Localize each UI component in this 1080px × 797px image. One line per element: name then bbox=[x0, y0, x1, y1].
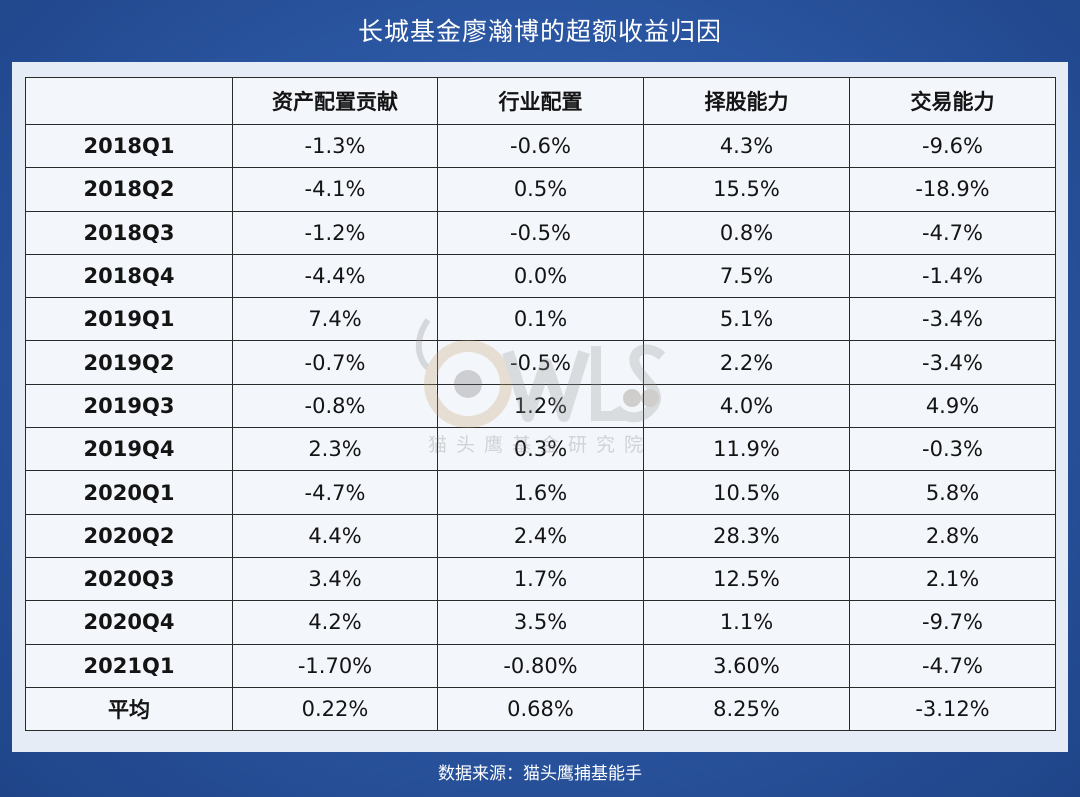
table-cell: 7.4% bbox=[232, 297, 438, 342]
table-cell: 8.25% bbox=[643, 686, 850, 732]
table-cell: 0.22% bbox=[232, 686, 438, 732]
table-row: 2020Q3 3.4% 1.7% 12.5% 2.1% bbox=[25, 556, 1056, 602]
table-cell: -3.4% bbox=[849, 340, 1056, 385]
table-cell: 2.4% bbox=[437, 513, 644, 558]
table-cell: -0.5% bbox=[437, 210, 644, 255]
table-cell: 5.1% bbox=[643, 297, 850, 342]
table-row: 2018Q1 -1.3% -0.6% 4.3% -9.6% bbox=[25, 123, 1056, 169]
table-cell: -1.70% bbox=[232, 643, 438, 688]
table-cell: 3.60% bbox=[643, 643, 850, 688]
table-row: 2019Q3 -0.8% 1.2% 4.0% 4.9% bbox=[25, 383, 1056, 429]
table-row: 2021Q1 -1.70% -0.80% 3.60% -4.7% bbox=[25, 643, 1056, 688]
table-cell: -3.4% bbox=[849, 297, 1056, 342]
table-cell: 4.2% bbox=[232, 600, 438, 645]
table-cell: 2.8% bbox=[849, 513, 1056, 558]
table-row: 2019Q1 7.4% 0.1% 5.1% -3.4% bbox=[25, 297, 1056, 342]
page-title: 长城基金廖瀚博的超额收益归因 bbox=[357, 17, 722, 46]
table-cell: 0.0% bbox=[437, 253, 644, 299]
table-cell: -4.7% bbox=[849, 210, 1056, 255]
table-row: 2019Q4 2.3% 0.3% 11.9% -0.3% bbox=[25, 427, 1056, 472]
row-label: 2018Q1 bbox=[25, 123, 233, 169]
row-label: 2019Q2 bbox=[25, 340, 233, 385]
table-cell: -1.3% bbox=[232, 123, 438, 169]
table-row: 2020Q4 4.2% 3.5% 1.1% -9.7% bbox=[25, 600, 1056, 645]
table-cell: -4.7% bbox=[849, 643, 1056, 688]
row-label: 2018Q4 bbox=[25, 253, 233, 299]
row-label: 平均 bbox=[25, 686, 233, 732]
header-row: 资产配置贡献 行业配置 择股能力 交易能力 bbox=[25, 77, 1056, 125]
table-cell: 11.9% bbox=[643, 427, 850, 472]
table-cell: 0.5% bbox=[437, 167, 644, 212]
row-label: 2021Q1 bbox=[25, 643, 233, 688]
data-source-footer: 数据来源：猫头鹰捕基能手 bbox=[438, 764, 642, 784]
row-label: 2018Q2 bbox=[25, 167, 233, 212]
table-cell: -9.7% bbox=[849, 600, 1056, 645]
table-cell: -18.9% bbox=[849, 167, 1056, 212]
table-cell: 5.8% bbox=[849, 470, 1056, 515]
table-cell: -0.80% bbox=[437, 643, 644, 688]
header-trading: 交易能力 bbox=[849, 77, 1056, 125]
table-cell: 1.1% bbox=[643, 600, 850, 645]
header-asset-allocation: 资产配置贡献 bbox=[232, 77, 438, 125]
table-cell: -1.2% bbox=[232, 210, 438, 255]
table-cell: 4.0% bbox=[643, 383, 850, 429]
table-cell: 28.3% bbox=[643, 513, 850, 558]
table-cell: 0.8% bbox=[643, 210, 850, 255]
row-label: 2020Q2 bbox=[25, 513, 233, 558]
table-cell: 3.5% bbox=[437, 600, 644, 645]
table-cell: 2.1% bbox=[849, 556, 1056, 602]
table-cell: 1.2% bbox=[437, 383, 644, 429]
table-cell: 3.4% bbox=[232, 556, 438, 602]
table-cell: 0.68% bbox=[437, 686, 644, 732]
table-cell: -0.6% bbox=[437, 123, 644, 169]
row-label: 2019Q1 bbox=[25, 297, 233, 342]
table-row: 2018Q2 -4.1% 0.5% 15.5% -18.9% bbox=[25, 167, 1056, 212]
table-cell: 4.9% bbox=[849, 383, 1056, 429]
table-cell: 2.3% bbox=[232, 427, 438, 472]
table-cell: 4.4% bbox=[232, 513, 438, 558]
row-label: 2019Q4 bbox=[25, 427, 233, 472]
header-corner bbox=[25, 77, 233, 125]
table-cell: 4.3% bbox=[643, 123, 850, 169]
table-row: 2020Q1 -4.7% 1.6% 10.5% 5.8% bbox=[25, 470, 1056, 515]
table-cell: -0.8% bbox=[232, 383, 438, 429]
row-label: 2020Q1 bbox=[25, 470, 233, 515]
table-cell: -4.4% bbox=[232, 253, 438, 299]
table-row: 2019Q2 -0.7% -0.5% 2.2% -3.4% bbox=[25, 340, 1056, 385]
table-cell: 10.5% bbox=[643, 470, 850, 515]
table-row: 平均 0.22% 0.68% 8.25% -3.12% bbox=[25, 686, 1056, 732]
table-cell: -4.7% bbox=[232, 470, 438, 515]
table-cell: -3.12% bbox=[849, 686, 1056, 732]
table-cell: 15.5% bbox=[643, 167, 850, 212]
table-cell: 0.1% bbox=[437, 297, 644, 342]
table-cell: 1.7% bbox=[437, 556, 644, 602]
row-label: 2020Q4 bbox=[25, 600, 233, 645]
table-cell: -0.3% bbox=[849, 427, 1056, 472]
attribution-table: 资产配置贡献 行业配置 择股能力 交易能力 2018Q1 -1.3% -0.6% 4.… bbox=[25, 77, 1056, 732]
table-cell: 1.6% bbox=[437, 470, 644, 515]
header-industry-allocation: 行业配置 bbox=[437, 77, 644, 125]
row-label: 2018Q3 bbox=[25, 210, 233, 255]
table-cell: -9.6% bbox=[849, 123, 1056, 169]
table-cell: -0.5% bbox=[437, 340, 644, 385]
table-row: 2020Q2 4.4% 2.4% 28.3% 2.8% bbox=[25, 513, 1056, 558]
table-cell: -4.1% bbox=[232, 167, 438, 212]
table-row: 2018Q3 -1.2% -0.5% 0.8% -4.7% bbox=[25, 210, 1056, 255]
header-stock-selection: 择股能力 bbox=[643, 77, 850, 125]
table-cell: 2.2% bbox=[643, 340, 850, 385]
table-cell: -1.4% bbox=[849, 253, 1056, 299]
table-cell: 0.3% bbox=[437, 427, 644, 472]
row-label: 2019Q3 bbox=[25, 383, 233, 429]
row-label: 2020Q3 bbox=[25, 556, 233, 602]
table-cell: 7.5% bbox=[643, 253, 850, 299]
table-cell: -0.7% bbox=[232, 340, 438, 385]
table-row: 2018Q4 -4.4% 0.0% 7.5% -1.4% bbox=[25, 253, 1056, 299]
table-cell: 12.5% bbox=[643, 556, 850, 602]
